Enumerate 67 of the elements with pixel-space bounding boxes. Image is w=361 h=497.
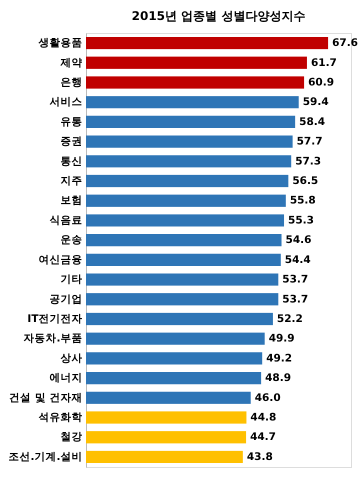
data-label: 55.8: [290, 194, 316, 207]
data-label: 49.9: [268, 332, 295, 345]
data-label: 46.0: [254, 392, 281, 404]
bar: [86, 56, 307, 69]
bar: [86, 214, 284, 227]
bar: [86, 450, 243, 464]
data-label: 54.4: [284, 254, 311, 266]
data-label: 44.8: [250, 412, 276, 424]
y-tick-label: 보험: [60, 194, 82, 207]
y-tick-label: 제약: [60, 56, 82, 69]
data-label: 49.2: [266, 352, 292, 364]
bar: [86, 431, 246, 444]
y-tick-label: 공기업: [50, 293, 82, 306]
data-label: 53.7: [282, 293, 308, 306]
bar: [86, 273, 278, 286]
bar: [86, 254, 281, 266]
data-label: 53.7: [282, 274, 308, 286]
data-label: 61.7: [310, 56, 337, 69]
y-tick-label: 여신금융: [38, 254, 82, 266]
bar: [86, 36, 328, 50]
bar: [86, 234, 282, 246]
bar: [86, 174, 288, 188]
data-label: 57.7: [296, 136, 323, 148]
bar: [86, 411, 246, 424]
data-label: 55.3: [288, 214, 314, 226]
bar: [86, 76, 304, 89]
bar: [86, 116, 296, 128]
data-label: 48.9: [265, 372, 292, 384]
y-tick-label: 통신: [60, 155, 82, 168]
data-label: 57.3: [295, 155, 322, 168]
bar: [86, 312, 273, 326]
data-label: 60.9: [308, 76, 334, 88]
y-tick-label: 석유화학: [38, 412, 82, 424]
data-label: 52.2: [276, 312, 303, 325]
y-tick-label: 상사: [60, 352, 82, 364]
data-label: 56.5: [292, 175, 318, 188]
data-label: 44.7: [250, 431, 276, 444]
bar: [86, 96, 299, 108]
bar: [86, 332, 265, 345]
y-tick-label: 생활용품: [38, 37, 82, 50]
y-tick-label: 증권: [60, 136, 82, 148]
y-tick-label: 유통: [60, 116, 82, 128]
y-tick-label: 운송: [60, 234, 82, 246]
y-tick-label: 에너지: [50, 372, 82, 384]
bar: [86, 135, 293, 148]
y-tick-label: 조선.기계.설비: [8, 450, 82, 463]
data-label: 59.4: [302, 96, 329, 108]
data-label: 67.6: [332, 37, 358, 50]
chart-title: 2015년 업종별 성별다양성지수: [132, 9, 306, 23]
data-label: 43.8: [246, 450, 273, 463]
bar: [86, 293, 278, 306]
y-tick-label: 식음료: [50, 214, 82, 226]
bar: [86, 155, 292, 168]
bar: [86, 352, 262, 365]
bar: [86, 194, 286, 207]
bar: [86, 392, 251, 404]
y-tick-label: 은행: [60, 76, 82, 88]
y-tick-label: 지주: [60, 175, 82, 188]
data-label: 58.4: [299, 116, 326, 128]
y-tick-label: 철강: [60, 431, 82, 444]
y-tick-label: 기타: [60, 274, 82, 286]
y-tick-label: 자동차.부품: [24, 332, 82, 345]
y-tick-label: 서비스: [50, 96, 82, 108]
y-tick-label: IT전기전자: [27, 312, 82, 325]
data-label: 54.6: [286, 234, 312, 246]
y-tick-label: 건설 및 건자재: [9, 392, 82, 404]
bar: [86, 372, 262, 384]
